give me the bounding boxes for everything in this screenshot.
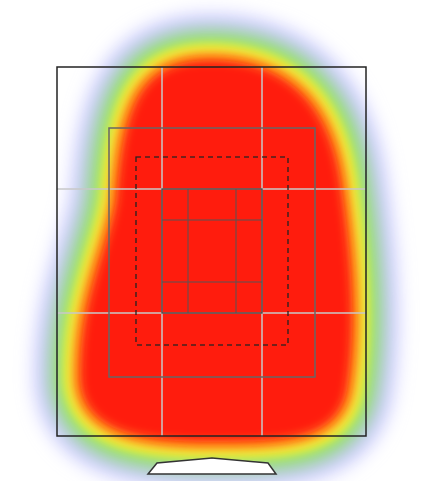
strike-zone <box>135 156 289 346</box>
outer-zone <box>56 66 367 437</box>
heat-layer <box>34 14 398 481</box>
zones <box>56 66 367 475</box>
home-plate <box>146 457 278 475</box>
middle-zone <box>108 127 316 378</box>
inner-zone <box>161 188 263 314</box>
